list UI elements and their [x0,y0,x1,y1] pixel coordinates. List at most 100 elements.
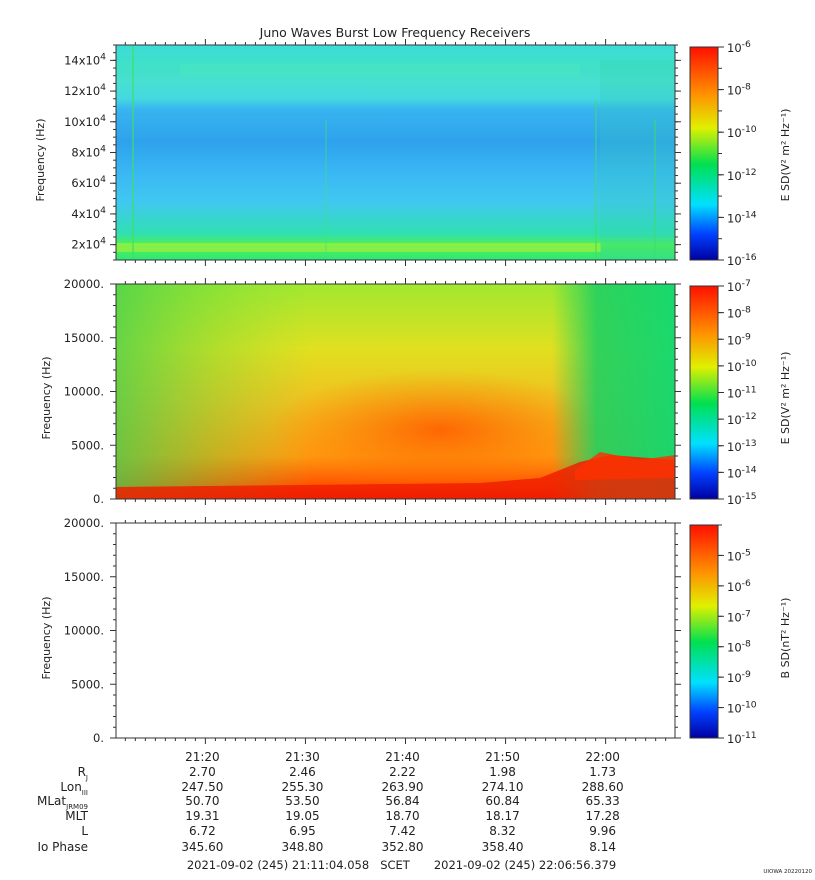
colorbar-3-tick-label: 10-8 [727,639,751,655]
ephemeris-value: 345.60 [181,840,223,854]
colorbar-3-tick-label: 10-5 [727,547,751,563]
watermark: UIOWA 20220120 [763,869,812,875]
panel-2-ytick-label: 5000. [71,438,104,452]
time-label: 21:50 [485,750,520,764]
colorbar-1-tick-label: 10-10 [727,124,757,140]
ephemeris-row-label: Io Phase [37,840,88,854]
ephemeris-table: 21:20 21:30 21:40 21:50 22:00 RJ 2.70 2.46 2.22 1… [37,750,624,854]
panel-3-ytick-label: 15000. [64,570,104,584]
ephemeris-value: 8.14 [589,840,616,854]
colorbar-1-tick-label: 10-8 [727,82,751,98]
colorbar-2: 10-7 10-8 10-9 10-10 10-11 10-12 10-13 10-14 10-… [689,278,792,507]
ephemeris-value: 352.80 [382,840,424,854]
panel-3-ytick-label: 5000. [71,677,104,691]
colorbar-3-tick-label: 10-7 [727,608,751,624]
panel-1-ytick-label: 14x104 [64,51,106,67]
panel-1-ytick-label: 6x104 [71,174,106,190]
panel-2-ytick-label: 20000. [64,277,104,291]
colorbar-1-tick-label: 10-12 [727,167,757,183]
time-label: 21:20 [185,750,220,764]
time-label: 21:40 [385,750,420,764]
ephemeris-value: 56.84 [385,794,419,808]
ephemeris-row-label: MLatJRM09 [37,794,88,811]
time-range-start: 2021-09-02 (245) 21:11:04.058 [187,858,369,872]
panel-2-y-label: Frequency (Hz) [40,357,53,440]
time-range-end: 2021-09-02 (245) 22:06:56.379 [434,858,616,872]
colorbar-3-tick-label: 10-9 [727,669,751,685]
colorbar-2-tick-label: 10-14 [727,464,757,480]
time-ticks [124,39,667,744]
ephemeris-value: 50.70 [185,794,219,808]
panel-1-spectrogram [116,45,675,260]
panel-3: 0. 5000. 10000. 15000. 20000. Frequency (Hz) [40,516,681,745]
ephemeris-value: 19.05 [285,809,319,823]
panel-1-upper-band [180,64,580,76]
panel-2-y-axis: 0. 5000. 10000. 15000. 20000. [64,277,681,506]
ephemeris-row-label: MLT [65,809,88,823]
colorbar-2-tick-label: 10-15 [727,491,757,507]
ephemeris-value: 288.60 [582,780,624,794]
panel-3-ytick-label: 10000. [64,624,104,638]
colorbar-2-tick-label: 10-8 [727,305,751,321]
panel-1-low-band [116,243,601,252]
colorbar-2-tick-label: 10-7 [727,278,751,294]
ephemeris-value: 358.40 [482,840,524,854]
colorbar-2-tick-label: 10-12 [727,411,757,427]
colorbar-2-tick-label: 10-10 [727,358,757,374]
ephemeris-value: 2.46 [289,765,316,779]
ephemeris-value: 18.70 [385,809,419,823]
colorbar-1-tick-label: 10-14 [727,209,757,225]
colorbar-3: 10-5 10-6 10-7 10-8 10-9 10-10 10-11 B SD(nT² … [689,524,792,746]
colorbar-3-label: B SD(nT² Hz⁻¹) [779,598,792,679]
panel-1-y-axis: 2x104 4x104 6x104 8x104 10x104 12x104 14x104 [64,44,681,261]
ephemeris-value: 274.10 [482,780,524,794]
panel-1: 2x104 4x104 6x104 8x104 10x104 12x104 14x104 F… [34,44,681,261]
panel-3-y-label: Frequency (Hz) [40,597,53,680]
time-label: 22:00 [585,750,620,764]
ephemeris-value: 1.98 [489,765,516,779]
ephemeris-value: 60.84 [485,794,519,808]
panel-3-y-axis: 0. 5000. 10000. 15000. 20000. [64,516,681,745]
ephemeris-value: 6.95 [289,824,316,838]
panel-2: 0. 5000. 10000. 15000. 20000. Frequency (Hz) [40,277,681,506]
panel-1-ytick-label: 10x104 [64,113,106,129]
ephemeris-value: 247.50 [181,780,223,794]
ephemeris-value: 65.33 [585,794,619,808]
colorbar-1-label: E SD(V² m² Hz⁻¹) [779,109,792,202]
ephemeris-value: 53.50 [285,794,319,808]
panel-1-ytick-label: 4x104 [71,205,106,221]
ephemeris-value: 255.30 [281,780,323,794]
ephemeris-row-label: LonIII [60,780,88,797]
ephemeris-value: 2.70 [189,765,216,779]
panel-1-ytick-label: 12x104 [64,82,106,98]
panel-2-ytick-label: 10000. [64,385,104,399]
panel-2-ytick-label: 15000. [64,331,104,345]
time-range-scet: SCET [380,858,411,872]
ephemeris-value: 18.17 [485,809,519,823]
ephemeris-value: 7.42 [389,824,416,838]
panel-1-ytick-label: 8x104 [71,144,106,160]
colorbar-3-tick-label: 10-11 [727,730,757,746]
colorbar-2-label: E SD(V² m² Hz⁻¹) [779,352,792,445]
panel-3-frame [115,522,676,739]
ephemeris-value: 17.28 [585,809,619,823]
ephemeris-value: 8.32 [489,824,516,838]
ephemeris-value: 263.90 [382,780,424,794]
panel-3-ytick-label: 20000. [64,516,104,530]
panel-2-ytick-label: 0. [93,492,104,506]
colorbar-2-tick-label: 10-9 [727,331,751,347]
ephemeris-value: 348.80 [281,840,323,854]
colorbar-1-tick-label: 10-16 [727,252,757,268]
ephemeris-value: 2.22 [389,765,416,779]
colorbar-3-tick-label: 10-10 [727,700,757,716]
panel-1-ytick-label: 2x104 [71,236,106,252]
ephemeris-value: 6.72 [189,824,216,838]
time-label: 21:30 [285,750,320,764]
colorbar-1: 10-6 10-8 10-10 10-12 10-14 10-16 E SD(V² m² … [689,39,792,268]
ephemeris-row-label: L [81,824,88,838]
colorbar-3-tick-label: 10-6 [727,578,751,594]
ephemeris-value: 1.73 [589,765,616,779]
ephemeris-value: 9.96 [589,824,616,838]
panel-1-y-label: Frequency (Hz) [34,119,47,202]
